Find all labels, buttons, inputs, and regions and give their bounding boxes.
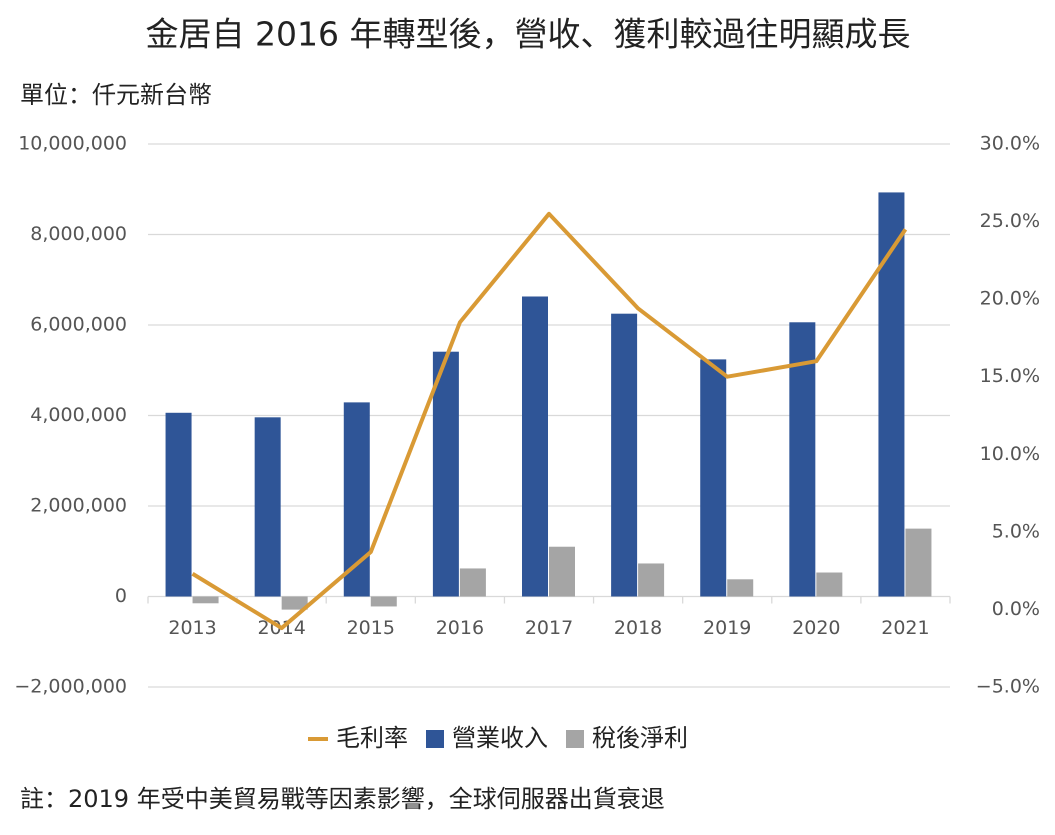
legend-label: 稅後淨利 xyxy=(592,724,688,752)
line xyxy=(191,211,908,631)
bar xyxy=(343,402,370,597)
y2-tick-label: 15.0% xyxy=(980,365,1040,387)
y2-tick-label: 20.0% xyxy=(980,288,1040,310)
bar xyxy=(281,596,308,610)
chart-note: 註：2019 年受中美貿易戰等因素影響，全球伺服器出貨衰退 xyxy=(20,785,665,813)
bar xyxy=(432,351,459,597)
bar xyxy=(638,563,665,597)
chart-title: 金居自 2016 年轉型後，營收、獲利較過往明顯成長 xyxy=(146,15,911,54)
legend-label: 毛利率 xyxy=(336,724,408,752)
y-tick-label: 8,000,000 xyxy=(30,223,127,245)
bar xyxy=(789,322,816,597)
bar xyxy=(611,313,638,597)
y2-tick-label: −5.0% xyxy=(976,676,1040,698)
bar xyxy=(459,568,486,597)
bar xyxy=(522,296,548,597)
x-tick-label: 2017 xyxy=(525,617,573,639)
x-tick-label: 2021 xyxy=(881,617,929,639)
x-tick-label: 2016 xyxy=(436,617,484,639)
x-tick-label: 2018 xyxy=(614,617,662,639)
y-tick-label: 10,000,000 xyxy=(18,133,127,155)
y2-tick-label: 30.0% xyxy=(980,133,1040,155)
y2-tick-label: 5.0% xyxy=(992,520,1040,542)
legend-label: 營業收入 xyxy=(452,724,548,752)
y2-tick-label: 10.0% xyxy=(980,443,1040,465)
bar xyxy=(549,546,575,597)
x-tick-label: 2019 xyxy=(703,617,751,639)
legend-swatch xyxy=(566,730,584,748)
y-tick-label: 2,000,000 xyxy=(30,495,127,517)
bar xyxy=(905,528,932,597)
bar xyxy=(254,417,281,597)
y-tick-label: 0 xyxy=(115,585,127,607)
bar xyxy=(370,596,397,607)
y2-tick-label: 0.0% xyxy=(992,598,1040,620)
x-tick-label: 2015 xyxy=(347,617,395,639)
bar xyxy=(165,412,192,597)
y-tick-label: −2,000,000 xyxy=(14,676,127,698)
legend-swatch xyxy=(426,730,444,748)
bar xyxy=(727,579,754,597)
bar xyxy=(700,359,727,597)
bar xyxy=(816,572,843,597)
y2-tick-label: 25.0% xyxy=(980,210,1040,232)
bar xyxy=(192,596,219,604)
chart-subtitle: 單位：仟元新台幣 xyxy=(20,81,212,109)
y-tick-label: 4,000,000 xyxy=(30,404,127,426)
y-tick-label: 6,000,000 xyxy=(30,314,127,336)
x-tick-label: 2013 xyxy=(168,617,216,639)
x-tick-label: 2020 xyxy=(792,617,840,639)
